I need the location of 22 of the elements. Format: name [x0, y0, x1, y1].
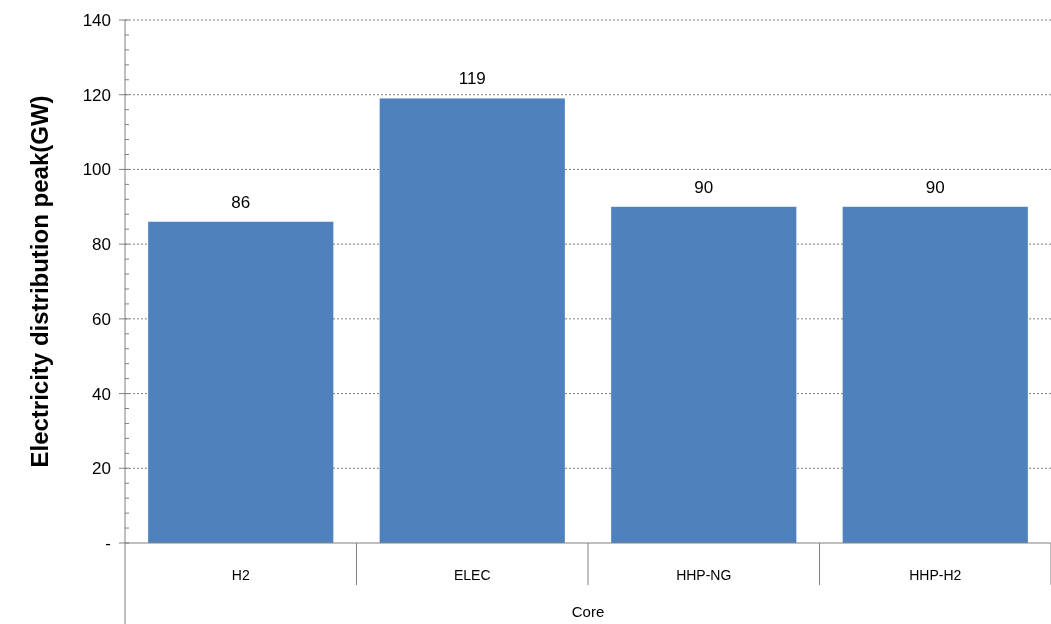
y-tick-label: 40: [92, 384, 111, 404]
x-tick-label: HHP-NG: [676, 567, 732, 583]
x-axis-title: Core: [571, 603, 605, 620]
y-axis-title: Electricity distribution peak(GW): [26, 95, 53, 468]
x-tick-label: ELEC: [453, 567, 491, 583]
x-tick-label: HHP-H2: [909, 567, 962, 583]
data-label: 119: [458, 69, 486, 89]
x-tick-label: H2: [231, 567, 250, 583]
bar: [148, 221, 334, 543]
bar: [611, 206, 797, 543]
data-label: 86: [231, 192, 251, 212]
bar: [379, 98, 565, 543]
y-tick-label: 100: [82, 160, 111, 180]
data-label: 90: [925, 177, 945, 197]
data-label: 90: [694, 177, 714, 197]
y-tick-label: 60: [92, 309, 111, 329]
y-tick-label: 20: [92, 459, 111, 479]
y-tick-label: 140: [82, 10, 111, 30]
y-tick-label: 120: [82, 85, 111, 105]
y-tick-label: -: [105, 533, 111, 553]
y-tick-label: 80: [92, 235, 111, 255]
bar: [842, 206, 1028, 543]
